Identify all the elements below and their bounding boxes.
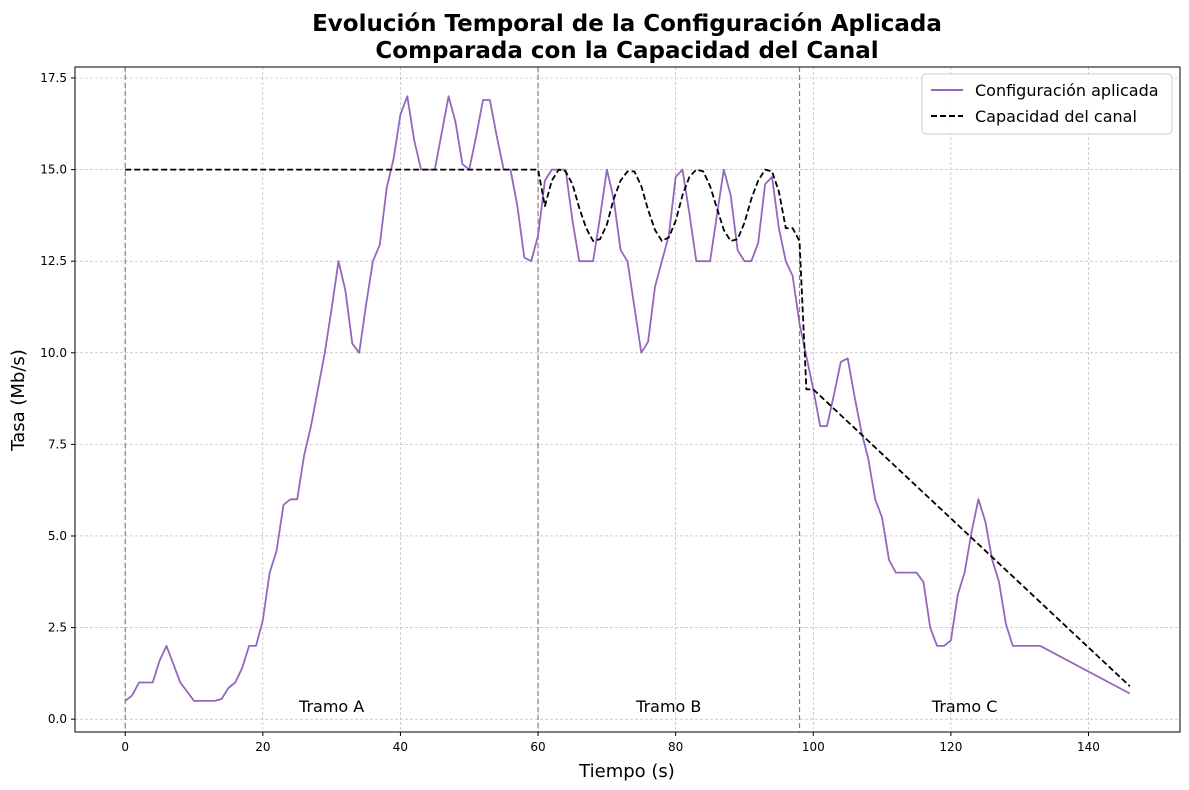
segment-label: Tramo A: [298, 697, 364, 716]
chart-title-line-1: Evolución Temporal de la Configuración A…: [312, 11, 942, 37]
series-line-capacidad: [125, 168, 1131, 687]
y-tick-label: 2.5: [48, 621, 67, 635]
segment-label: Tramo C: [931, 697, 997, 716]
legend-label-configuracion: Configuración aplicada: [975, 81, 1159, 100]
y-tick-label: 0.0: [48, 712, 67, 726]
x-tick-label: 60: [530, 740, 545, 754]
x-tick-label: 80: [668, 740, 683, 754]
legend-box: [921, 73, 1173, 135]
x-tick-label: 40: [393, 740, 408, 754]
segment-dividers: [124, 67, 801, 732]
y-tick-label: 12.5: [40, 254, 67, 268]
segment-labels: Tramo A Tramo B Tramo C: [298, 697, 997, 716]
series-line-configuracion: [124, 95, 1131, 702]
axis-ticks: 0 20 40 60 80 100 120 140 0.0 2.5 5.0 7.5 10.0 12.5 15…: [40, 71, 1100, 754]
y-tick-label: 10.0: [40, 346, 67, 360]
y-tick-label: 5.0: [48, 529, 67, 543]
y-tick-label: 7.5: [48, 437, 67, 451]
segment-label: Tramo B: [635, 697, 701, 716]
y-axis-label: Tasa (Mb/s): [8, 349, 29, 452]
x-axis-label: Tiempo (s): [578, 761, 675, 782]
x-tick-label: 120: [939, 740, 962, 754]
x-tick-label: 100: [802, 740, 825, 754]
legend: Configuración aplicada Capacidad del can…: [921, 73, 1173, 135]
x-tick-label: 140: [1077, 740, 1100, 754]
legend-label-capacidad: Capacidad del canal: [975, 107, 1137, 126]
series-lines: [124, 95, 1131, 702]
y-tick-label: 15.0: [40, 163, 67, 177]
plot-area-frame: [74, 66, 1181, 733]
x-tick-label: 0: [121, 740, 129, 754]
chart-title-line-2: Comparada con la Capacidad del Canal: [375, 38, 878, 64]
y-tick-label: 17.5: [40, 71, 67, 85]
x-tick-label: 20: [255, 740, 270, 754]
